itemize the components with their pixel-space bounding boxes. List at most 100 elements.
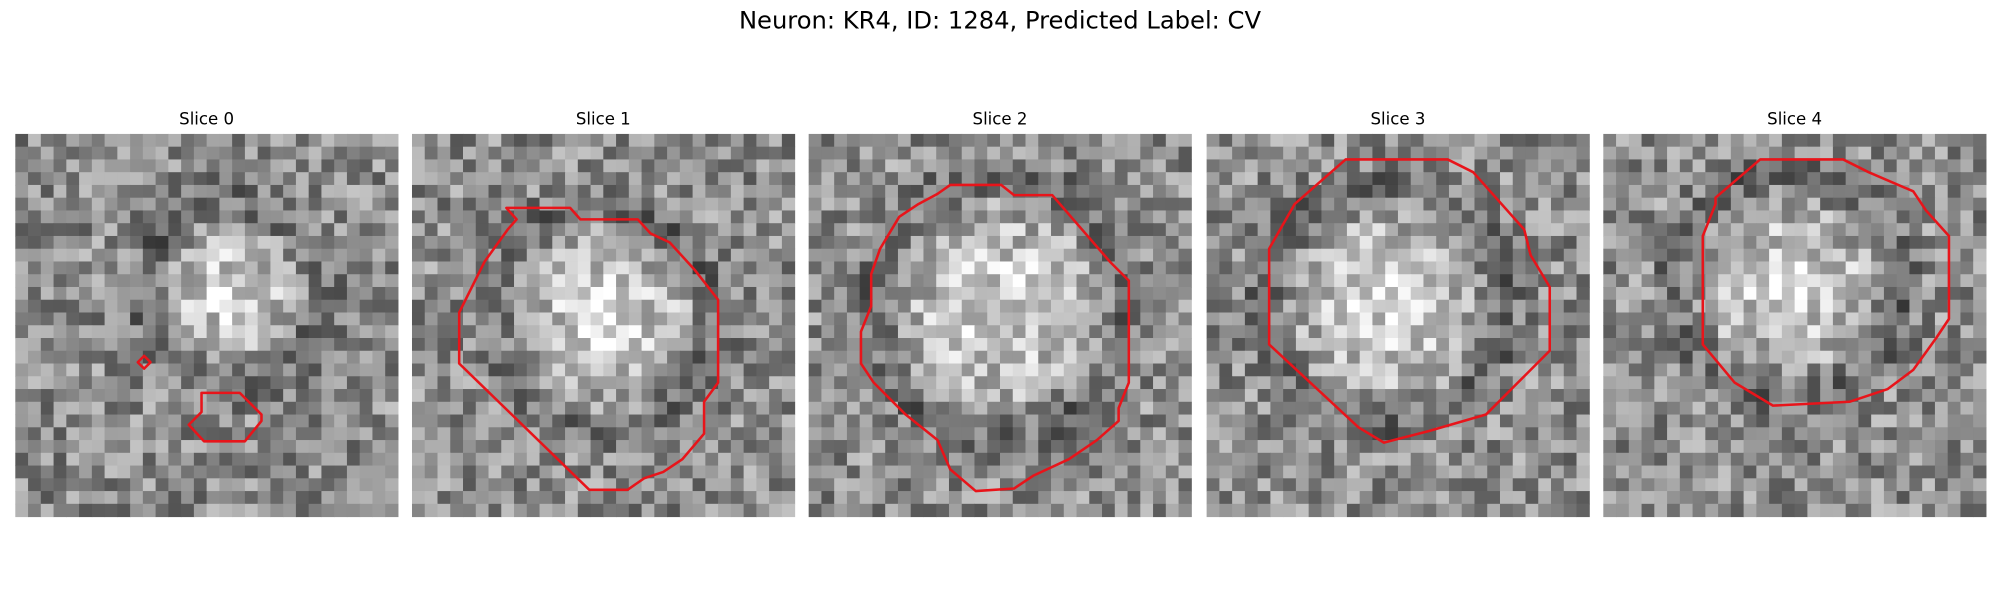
pixel <box>885 172 899 186</box>
pixel <box>1397 299 1412 314</box>
pixel <box>1538 159 1552 173</box>
pixel <box>885 197 899 211</box>
pixel <box>450 133 464 148</box>
pixel <box>104 491 118 505</box>
pixel <box>705 338 719 352</box>
pixel <box>334 427 348 441</box>
pixel <box>1244 389 1259 403</box>
pixel <box>283 235 297 250</box>
pixel <box>1051 197 1065 211</box>
pixel <box>1628 363 1643 377</box>
pixel <box>1346 210 1361 224</box>
pixel <box>244 325 259 339</box>
pixel <box>1219 274 1233 288</box>
pixel <box>1883 325 1898 339</box>
pixel <box>1012 261 1027 275</box>
pixel <box>1499 491 1514 505</box>
pixel <box>808 172 822 186</box>
pixel <box>781 452 796 467</box>
pixel <box>1063 159 1078 173</box>
pixel <box>1089 325 1103 339</box>
pixel <box>961 503 975 518</box>
pixel <box>654 146 668 160</box>
pixel <box>1102 286 1116 301</box>
pixel <box>923 133 937 148</box>
pixel <box>1410 389 1424 403</box>
pixel <box>359 184 373 199</box>
pixel <box>1781 172 1796 186</box>
pixel <box>321 491 335 505</box>
pixel <box>53 248 67 262</box>
pixel <box>1654 133 1668 148</box>
pixel <box>654 414 668 428</box>
pixel <box>1153 338 1167 352</box>
pixel <box>334 338 348 352</box>
pixel <box>219 452 233 467</box>
pixel <box>1769 325 1783 339</box>
pixel <box>1641 465 1655 479</box>
pixel <box>1909 274 1923 288</box>
pixel <box>616 389 630 403</box>
pixel <box>1718 261 1732 275</box>
pixel <box>1820 146 1834 160</box>
pixel <box>641 350 655 365</box>
pixel <box>1730 248 1745 262</box>
pixel <box>270 503 284 518</box>
pixel <box>769 350 783 365</box>
pixel <box>1705 491 1719 505</box>
pixel <box>117 491 131 505</box>
pixel <box>1781 248 1796 262</box>
pixel <box>1603 363 1617 377</box>
pixel <box>1922 312 1936 326</box>
pixel <box>603 465 617 479</box>
pixel <box>15 503 29 518</box>
pixel <box>1947 299 1961 314</box>
pixel <box>168 146 182 160</box>
pixel <box>859 223 873 237</box>
pixel <box>79 312 93 326</box>
pixel <box>897 172 912 186</box>
pixel <box>1525 286 1539 301</box>
pixel <box>1206 465 1220 479</box>
pixel <box>270 338 284 352</box>
pixel <box>1576 223 1590 237</box>
pixel <box>961 261 975 275</box>
pixel <box>1769 414 1783 428</box>
pixel <box>923 274 937 288</box>
pixel <box>1063 491 1078 505</box>
pixel <box>1551 172 1565 186</box>
pixel <box>1025 389 1039 403</box>
pixel <box>948 338 963 352</box>
pixel <box>692 312 706 326</box>
pixel <box>1947 440 1961 454</box>
pixel <box>1781 274 1796 288</box>
pixel <box>411 338 426 352</box>
pixel <box>1461 184 1475 199</box>
pixel <box>1410 465 1424 479</box>
pixel <box>974 491 988 505</box>
pixel <box>1641 350 1655 365</box>
pixel <box>424 197 439 211</box>
pixel <box>1461 248 1475 262</box>
pixel <box>206 350 220 365</box>
pixel <box>1346 133 1361 148</box>
pixel <box>1359 363 1373 377</box>
pixel <box>1283 312 1297 326</box>
pixel <box>1321 491 1335 505</box>
pixel <box>1781 223 1796 237</box>
pixel <box>1871 235 1885 250</box>
pixel <box>1436 223 1450 237</box>
pixel <box>1346 146 1361 160</box>
pixel <box>718 491 732 505</box>
pixel <box>308 427 322 441</box>
pixel <box>834 401 848 416</box>
pixel <box>1832 440 1847 454</box>
pixel <box>936 465 950 479</box>
pixel <box>1012 159 1027 173</box>
pixel <box>1960 440 1974 454</box>
pixel <box>1474 312 1488 326</box>
pixel <box>1012 286 1027 301</box>
pixel <box>219 223 233 237</box>
pixel <box>1140 440 1154 454</box>
pixel <box>1730 503 1745 518</box>
